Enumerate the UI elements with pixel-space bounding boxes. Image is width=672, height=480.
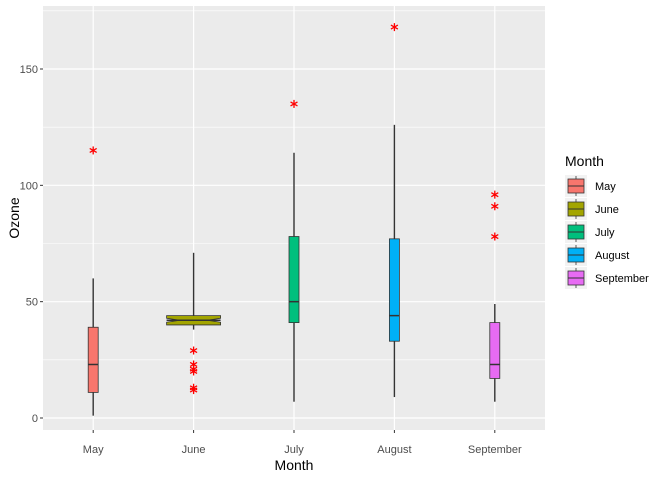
outlier-point (189, 346, 198, 355)
box-body (489, 322, 501, 379)
outlier-stroke (390, 24, 399, 30)
box-body (87, 326, 99, 393)
box-layer (87, 23, 501, 416)
legend-label: May (595, 181, 616, 193)
outlier-point (490, 190, 499, 199)
legend: Month May June July August September (565, 153, 649, 289)
outlier-stroke (189, 366, 198, 372)
outlier-point (189, 360, 198, 369)
box-june (166, 252, 222, 395)
y-tick-label: 100 (20, 180, 38, 192)
outlier-point (189, 383, 198, 392)
y-tick-label: 50 (26, 297, 38, 309)
outlier-stroke (490, 192, 499, 198)
legend-label: July (595, 227, 615, 239)
outlier-stroke (189, 385, 198, 391)
box-body (288, 236, 300, 324)
outlier-point (89, 146, 98, 155)
outlier-stroke (189, 361, 198, 368)
x-axis-ticks: May June July August September (83, 430, 522, 456)
legend-item-may: May (565, 175, 616, 197)
outlier-stroke (290, 101, 298, 107)
outlier-stroke (490, 203, 499, 209)
box-august (388, 23, 400, 398)
outlier-stroke (490, 233, 499, 240)
y-tick-label: 0 (32, 413, 38, 425)
outlier-stroke (189, 347, 198, 354)
x-axis-title: Month (275, 457, 314, 473)
x-tick-label: July (284, 444, 304, 456)
legend-label: August (595, 250, 629, 262)
legend-item-july: July (565, 221, 615, 243)
box-september (489, 190, 501, 402)
legend-item-june: June (565, 198, 619, 220)
y-axis-ticks: 0 50 100 150 (20, 64, 43, 425)
outlier-point (390, 23, 399, 32)
x-tick-label: May (83, 444, 104, 456)
legend-label: September (595, 273, 649, 285)
outlier-point (490, 202, 499, 211)
box-body (388, 238, 400, 342)
x-tick-label: August (377, 444, 411, 456)
legend-title: Month (565, 153, 604, 169)
legend-item-september: September (565, 267, 649, 289)
outlier-point (490, 232, 499, 241)
box-may (87, 146, 99, 416)
legend-item-august: August (565, 244, 629, 266)
legend-label: June (595, 204, 619, 216)
box-july (288, 99, 300, 402)
y-tick-label: 150 (20, 64, 38, 76)
y-axis-title: Ozone (6, 197, 22, 238)
outlier-stroke (89, 147, 98, 153)
x-tick-label: September (468, 444, 522, 456)
outlier-point (290, 99, 298, 108)
x-tick-label: June (182, 444, 206, 456)
